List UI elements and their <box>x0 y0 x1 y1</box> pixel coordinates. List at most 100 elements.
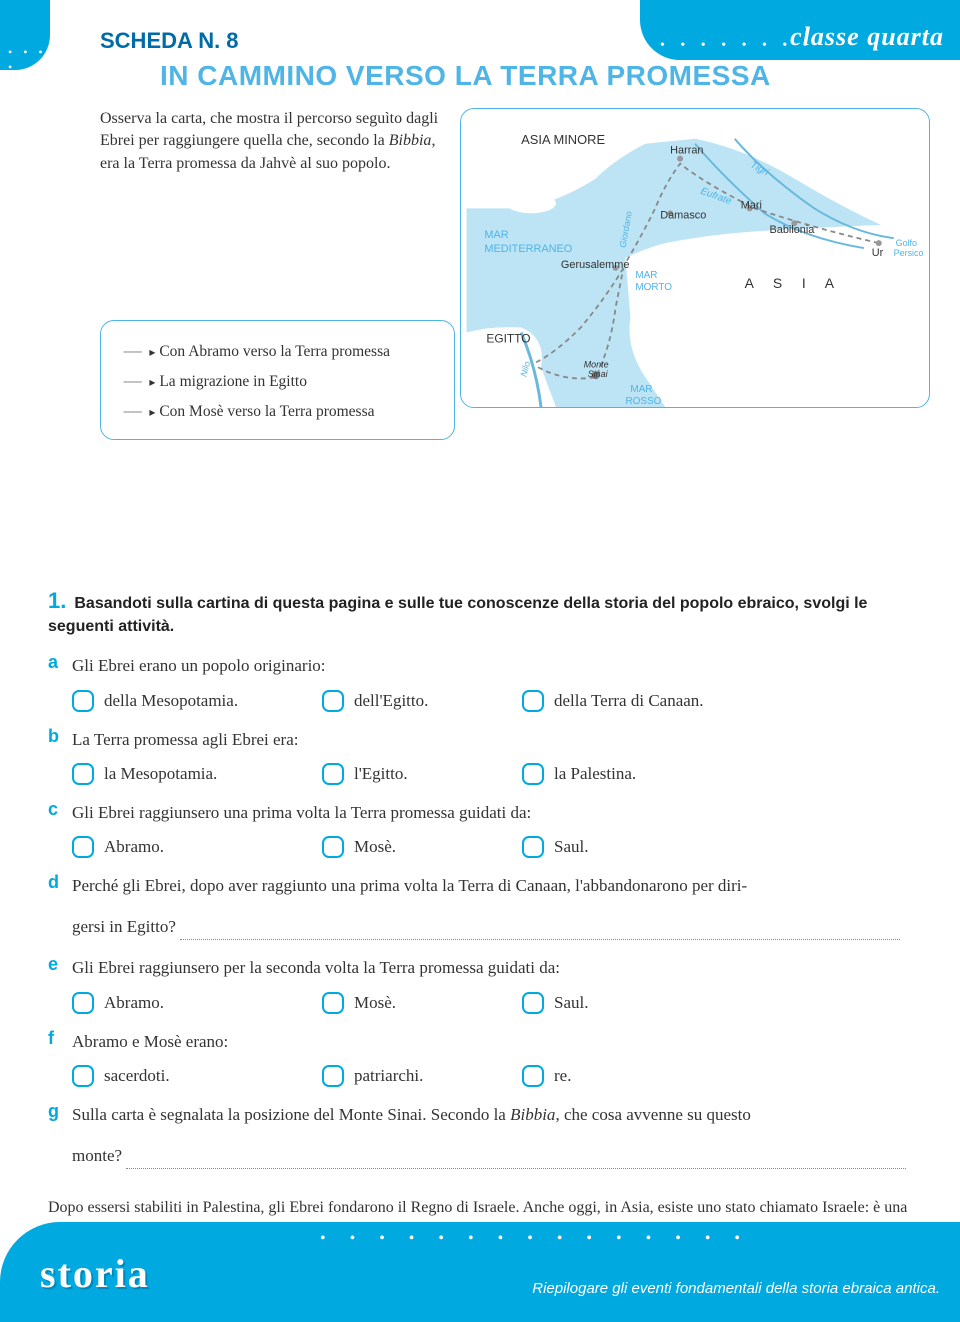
option-label: la Mesopotamia. <box>104 764 217 784</box>
checkbox[interactable] <box>522 1065 544 1087</box>
checkbox[interactable] <box>322 1065 344 1087</box>
map-legend: ----- ▸ Con Abramo verso la Terra promess… <box>100 320 455 440</box>
option-label: la Palestina. <box>554 764 636 784</box>
option-label: Abramo. <box>104 837 164 857</box>
option-label: l'Egitto. <box>354 764 408 784</box>
arrow-icon: ▸ <box>149 405 155 420</box>
option-label: Saul. <box>554 993 588 1013</box>
map-label-harran: Harran <box>670 145 703 157</box>
option-label: Abramo. <box>104 993 164 1013</box>
page-title: IN CAMMINO VERSO LA TERRA PROMESSA <box>160 60 940 92</box>
sub-question-a: a Gli Ebrei erano un popolo originario: … <box>72 652 912 711</box>
map-label-egitto: EGITTO <box>486 331 530 345</box>
legend-item: ----- ▸ Con Mosè verso la Terra promessa <box>123 403 432 421</box>
checkbox[interactable] <box>522 763 544 785</box>
checkbox[interactable] <box>522 690 544 712</box>
option-label: re. <box>554 1066 571 1086</box>
sub-letter: d <box>48 872 59 893</box>
subject-brand: storia <box>40 1250 150 1297</box>
answer-line[interactable] <box>180 923 900 941</box>
svg-text:MAR: MAR <box>630 384 652 395</box>
sub-letter: c <box>48 799 58 820</box>
sub-question-c: c Gli Ebrei raggiunsero una prima volta … <box>72 799 912 858</box>
sub-text: Gli Ebrei raggiunsero per la seconda vol… <box>72 958 560 977</box>
arrow-icon: ▸ <box>149 345 155 360</box>
sub-question-g: g Sulla carta è segnalata la posizione d… <box>72 1101 912 1169</box>
option-label: dell'Egitto. <box>354 691 428 711</box>
checkbox[interactable] <box>522 836 544 858</box>
questions: 1. Basandoti sulla cartina di questa pag… <box>0 558 960 1322</box>
checkbox[interactable] <box>322 690 344 712</box>
worksheet-page: • • • • • • • • classe quarta • • • • SC… <box>0 0 960 1322</box>
sub-text: gersi in Egitto? <box>72 917 176 936</box>
sub-text: Sulla carta è segnalata la posizione del… <box>72 1105 751 1124</box>
sub-text: Gli Ebrei erano un popolo originario: <box>72 656 326 675</box>
option-label: Saul. <box>554 837 588 857</box>
svg-text:Persico: Persico <box>894 248 924 258</box>
checkbox[interactable] <box>72 763 94 785</box>
map-label-asia-minore: ASIA MINORE <box>521 132 605 147</box>
legend-label: Con Mosè verso la Terra promessa <box>159 403 374 421</box>
option-label: Mosè. <box>354 837 396 857</box>
option-label: della Terra di Canaan. <box>554 691 704 711</box>
map-label-damasco: Damasco <box>660 209 706 221</box>
checkbox[interactable] <box>72 836 94 858</box>
option-label: sacerdoti. <box>104 1066 170 1086</box>
decor-dots-left: • • • • <box>8 45 50 75</box>
checkbox[interactable] <box>522 992 544 1014</box>
svg-text:ROSSO: ROSSO <box>625 396 661 407</box>
checkbox[interactable] <box>72 1065 94 1087</box>
map-label-asia: A S I A <box>745 275 842 291</box>
option-label: della Mesopotamia. <box>104 691 238 711</box>
map-svg: ASIA MINORE MAR MEDITERRANEO Gerusalemme… <box>461 109 929 407</box>
footer-tagline: Riepilogare gli eventi fondamentali dell… <box>532 1280 940 1297</box>
corner-banner: • • • • • • • • classe quarta <box>640 0 960 60</box>
route-dash-icon: ----- <box>123 404 141 420</box>
map-label-babilonia: Babilonia <box>770 224 816 236</box>
sub-text: Abramo e Mosè erano: <box>72 1032 228 1051</box>
legend-item: -----▸ La migrazione in Egitto <box>123 373 432 391</box>
legend-label: La migrazione in Egitto <box>159 373 307 391</box>
question-number: 1. <box>48 588 66 613</box>
sub-text: Gli Ebrei raggiunsero una prima volta la… <box>72 803 531 822</box>
legend-item: ----- ▸ Con Abramo verso la Terra promess… <box>123 343 432 361</box>
svg-text:Golfo: Golfo <box>896 238 917 248</box>
checkbox[interactable] <box>72 690 94 712</box>
svg-text:Sinai: Sinai <box>588 369 609 379</box>
sub-letter: f <box>48 1028 54 1049</box>
map-box: ASIA MINORE MAR MEDITERRANEO Gerusalemme… <box>460 108 930 408</box>
route-dash-icon: ----- <box>123 344 141 360</box>
left-tab: • • • • <box>0 0 50 70</box>
sub-question-e: e Gli Ebrei raggiunsero per la seconda v… <box>72 954 912 1013</box>
sub-text: Perché gli Ebrei, dopo aver raggiunto un… <box>72 876 747 895</box>
sub-question-d: d Perché gli Ebrei, dopo aver raggiunto … <box>72 872 912 940</box>
question-1: 1. Basandoti sulla cartina di questa pag… <box>48 588 912 638</box>
option-label: Mosè. <box>354 993 396 1013</box>
legend-label: Con Abramo verso la Terra promessa <box>159 343 390 361</box>
svg-text:MAR: MAR <box>635 270 657 281</box>
question-intro: Basandoti sulla cartina di questa pagina… <box>48 595 867 635</box>
map-label-gerusalemme: Gerusalemme <box>561 259 630 271</box>
checkbox[interactable] <box>322 992 344 1014</box>
checkbox[interactable] <box>322 763 344 785</box>
sub-letter: g <box>48 1101 59 1122</box>
sub-text: La Terra promessa agli Ebrei era: <box>72 730 298 749</box>
map-label-ur: Ur <box>872 247 884 259</box>
option-label: patriarchi. <box>354 1066 423 1086</box>
svg-text:MORTO: MORTO <box>635 282 672 293</box>
map-label-mari: Mari <box>741 199 762 211</box>
answer-line[interactable] <box>126 1151 906 1169</box>
checkbox[interactable] <box>322 836 344 858</box>
svg-text:MEDITERRANEO: MEDITERRANEO <box>484 243 572 255</box>
sub-letter: e <box>48 954 58 975</box>
sub-text: monte? <box>72 1146 122 1165</box>
footer: • • • • • • • • • • • • • • • storia Rie… <box>0 1222 960 1322</box>
sub-letter: b <box>48 726 59 747</box>
checkbox[interactable] <box>72 992 94 1014</box>
grade-label: classe quarta <box>790 22 944 52</box>
route-dash-icon: ----- <box>123 374 141 390</box>
map-label-mar-med: MAR <box>484 229 508 241</box>
decor-dots-footer: • • • • • • • • • • • • • • • <box>320 1230 750 1248</box>
sub-question-f: f Abramo e Mosè erano: sacerdoti. patria… <box>72 1028 912 1087</box>
svg-text:Monte: Monte <box>584 359 609 369</box>
